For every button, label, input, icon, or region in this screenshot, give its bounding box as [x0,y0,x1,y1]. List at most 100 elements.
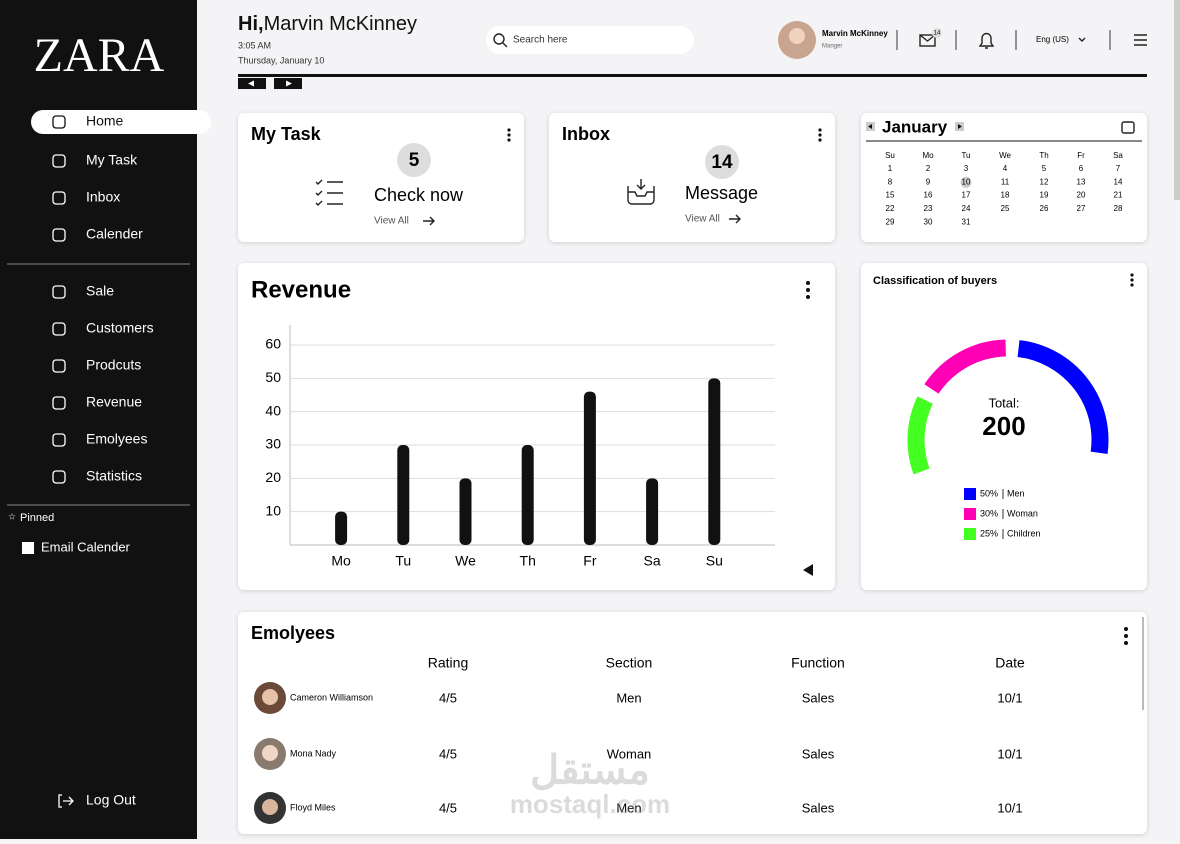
cell: 4/5 [439,690,457,705]
x-tick-label: Fr [583,553,597,569]
employee-name[interactable]: Mona Nady [290,748,337,758]
day[interactable]: 2 [926,164,931,173]
nav-item[interactable]: My Task [86,152,138,168]
nav-item[interactable]: Customers [86,320,154,336]
legend-swatch [964,488,976,500]
day[interactable]: 20 [1077,191,1086,200]
day[interactable]: 12 [1040,177,1049,186]
checkbox[interactable] [22,542,34,554]
day[interactable]: 9 [926,177,931,186]
arrow [423,216,435,226]
column-header: Function [791,655,845,671]
day[interactable]: 8 [888,177,893,186]
weekday: Mo [922,151,934,160]
cell: Sales [802,690,835,705]
day[interactable]: 16 [924,191,933,200]
nav-icon [52,433,66,447]
count-badge [705,145,739,179]
nav-item[interactable]: Home [86,113,124,129]
day[interactable]: 19 [1040,191,1049,200]
collapse-arrow[interactable] [803,564,813,576]
weekday: Th [1039,151,1048,160]
view-all[interactable]: View All [374,216,409,227]
nav-item[interactable]: Sale [86,283,114,299]
day[interactable]: 31 [962,217,971,226]
x-tick-label: Sa [644,553,661,569]
day[interactable]: 3 [964,164,969,173]
legend-value: 50% [980,488,998,498]
calendar-card [861,113,1147,242]
day[interactable]: 11 [1001,177,1010,186]
mail-icon[interactable] [919,34,936,47]
nav-icon [52,115,66,129]
view-all[interactable]: View All [685,214,720,225]
day[interactable]: 18 [1001,191,1010,200]
day[interactable]: 13 [1077,177,1086,186]
nav-item[interactable]: Inbox [86,189,120,205]
nav-icon [52,396,66,410]
card-title: Classification of buyers [873,275,997,287]
day[interactable]: 22 [886,204,895,213]
bar [708,378,721,545]
logout-icon [58,794,74,808]
menu-icon[interactable] [1134,34,1147,46]
total-label: Total: [988,395,1019,410]
day[interactable]: 24 [962,204,971,213]
y-tick-label: 40 [265,402,281,418]
nav-item[interactable]: Calender [86,226,143,242]
search-box[interactable] [486,26,694,54]
cell: 4/5 [439,800,457,815]
column-header: Section [606,655,653,671]
bell-icon[interactable] [978,32,995,49]
buyers-card [861,263,1147,590]
day[interactable]: 30 [924,217,933,226]
header-bar [238,74,1147,77]
day[interactable]: 5 [1042,164,1047,173]
nav-item[interactable]: Revenue [86,394,142,410]
cell: Woman [607,746,652,761]
day[interactable]: 1 [888,164,893,173]
day[interactable]: 10 [962,177,971,186]
total: 200 [982,411,1025,441]
task-action[interactable]: Check now [374,185,464,205]
more-button[interactable] [1124,627,1128,645]
nav-icon [52,154,66,168]
day[interactable]: 26 [1040,204,1049,213]
day[interactable]: 23 [924,204,933,213]
more-button[interactable] [507,128,511,142]
employee-name[interactable]: Floyd Miles [290,802,336,812]
day[interactable]: 21 [1114,191,1123,200]
nav-item[interactable]: Emolyees [86,431,147,447]
day[interactable]: 15 [886,191,895,200]
user-role: Manger [822,44,842,50]
weekday: We [999,151,1011,160]
day[interactable]: 14 [1114,177,1123,186]
language[interactable]: Eng (US) [1036,35,1069,44]
calendar-icon[interactable] [1121,121,1135,134]
nav-item[interactable]: Statistics [86,468,142,484]
pinned-item[interactable]: Email Calender [41,539,131,554]
page-scrollbar[interactable] [1174,0,1180,200]
day[interactable]: 4 [1003,164,1008,173]
more-button[interactable] [818,128,822,142]
more-button[interactable] [806,281,810,299]
inbox-action[interactable]: Message [685,183,758,203]
day[interactable]: 25 [1001,204,1010,213]
day[interactable]: 29 [886,217,895,226]
weekday: Su [885,151,895,160]
employee-name[interactable]: Cameron Williamson [290,692,373,702]
nav-item[interactable]: Prodcuts [86,357,141,373]
day[interactable]: 7 [1116,164,1121,173]
y-tick-label: 20 [265,469,281,485]
day[interactable]: 17 [962,191,971,200]
language-chevron [1078,37,1086,42]
watermark-arabic: مستقل [530,749,650,793]
weekday: Tu [961,151,970,160]
inbox-icon [627,179,655,205]
day[interactable]: 6 [1079,164,1084,173]
more-button[interactable] [1130,273,1134,287]
day[interactable]: 27 [1077,204,1086,213]
revenue-card [238,263,835,590]
day[interactable]: 28 [1114,204,1123,213]
logout[interactable]: Log Out [86,792,136,808]
